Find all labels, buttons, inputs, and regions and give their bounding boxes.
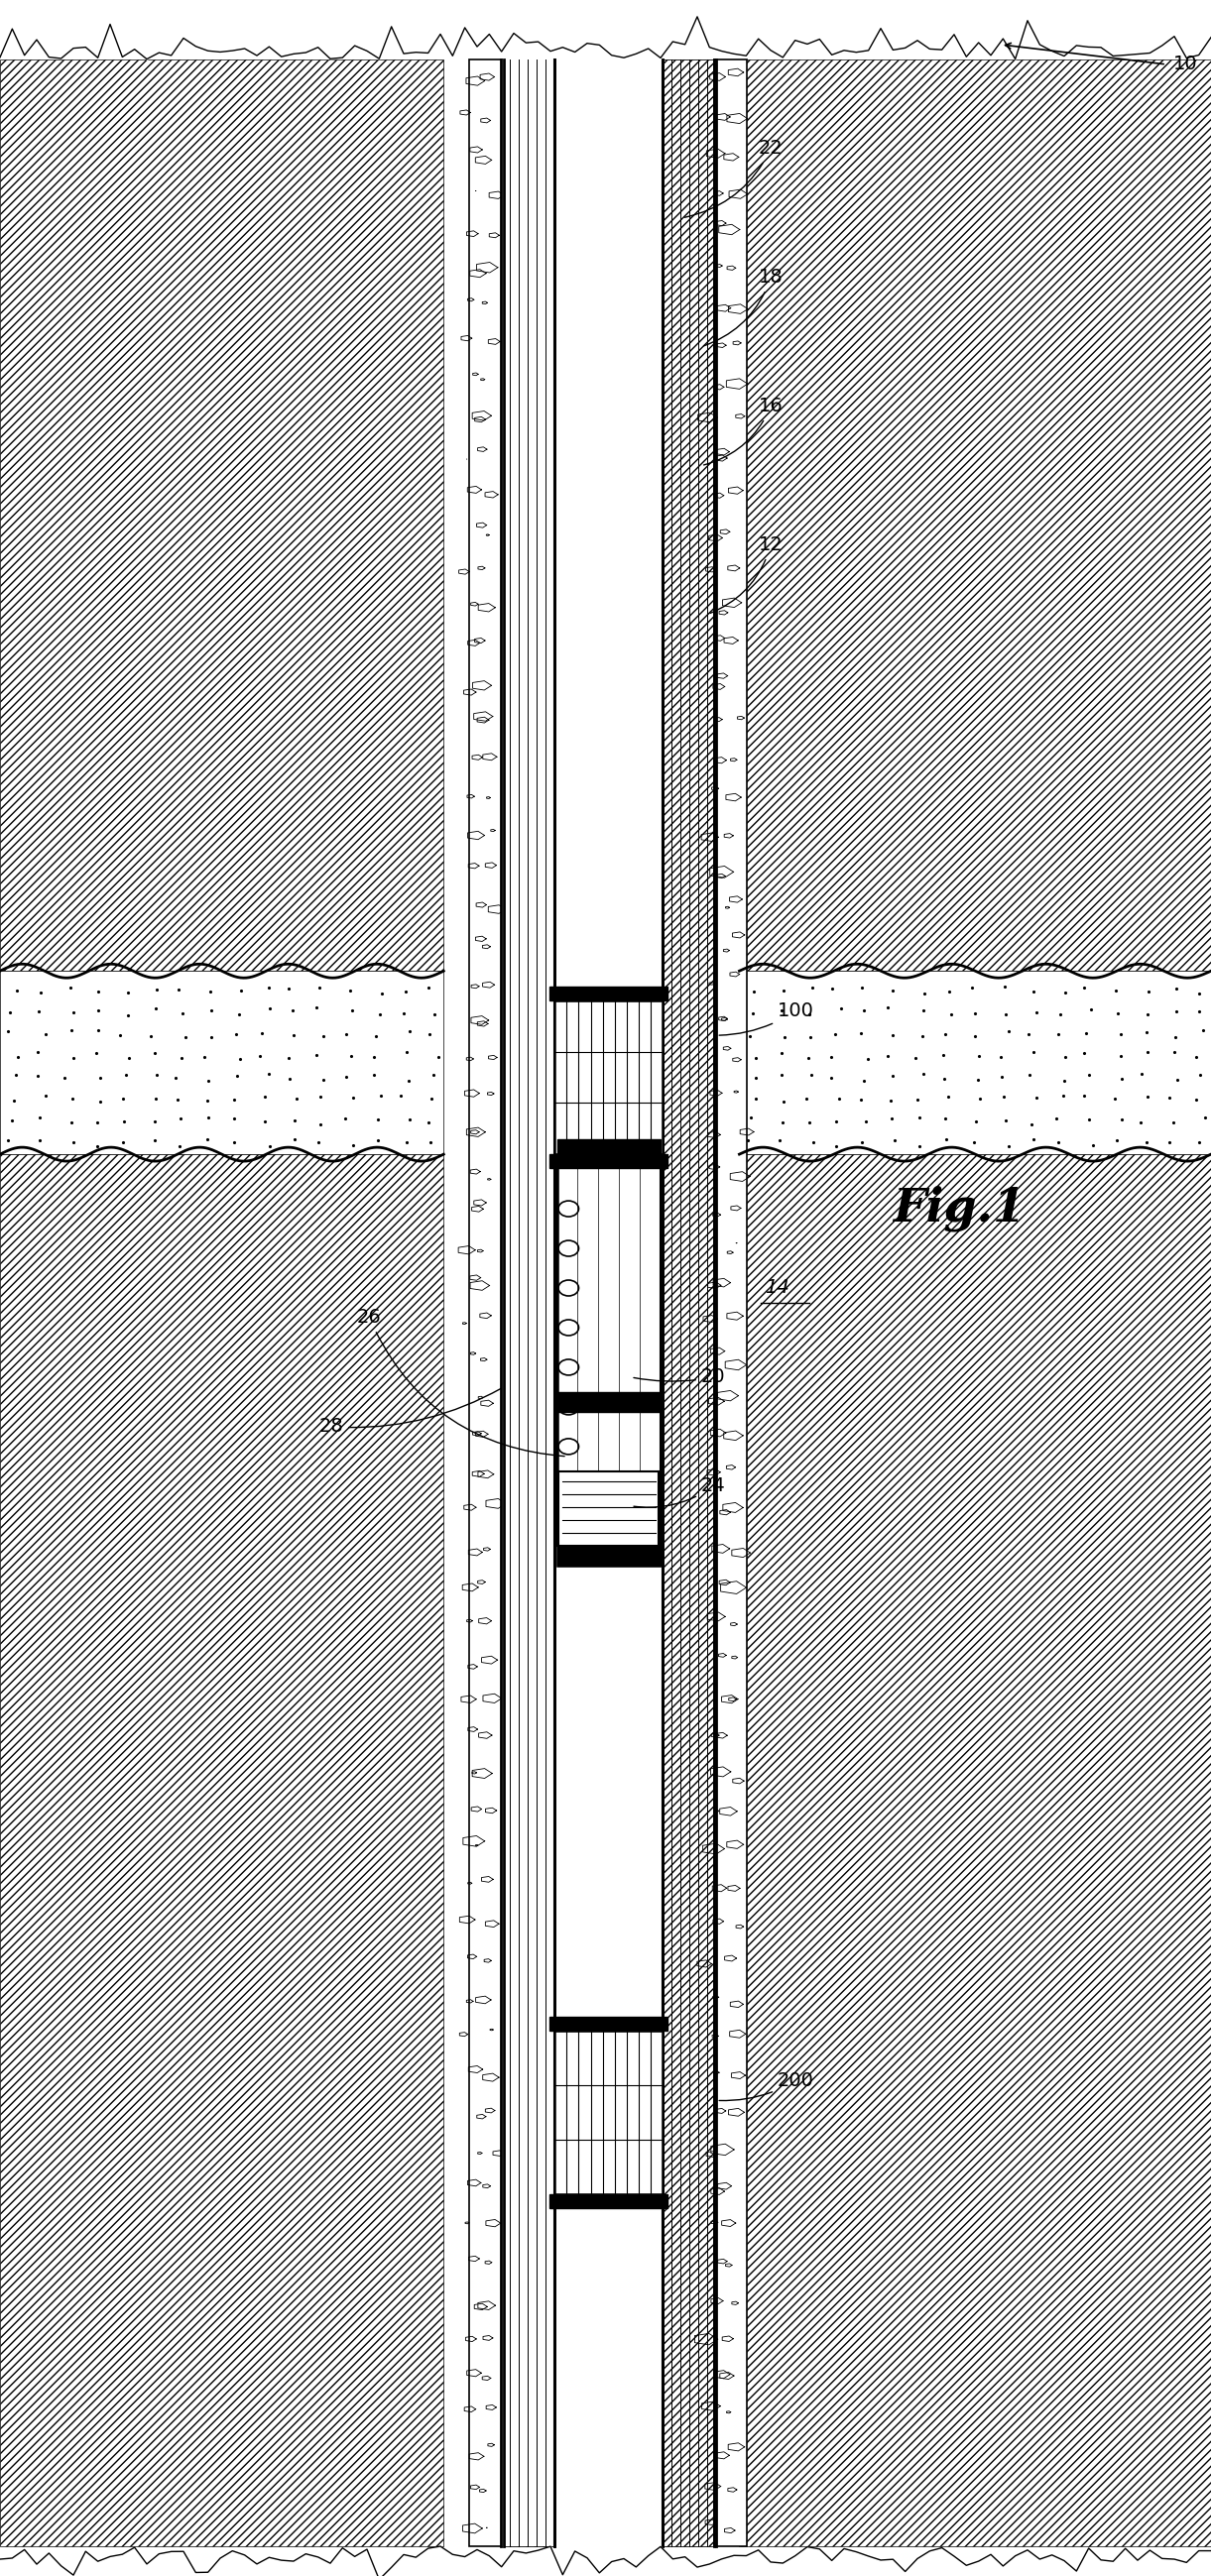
- Bar: [550, 1154, 668, 1167]
- Bar: [740, 1154, 1211, 2545]
- Text: 28: 28: [318, 1388, 501, 1437]
- Bar: [555, 2030, 662, 2195]
- Text: 20: 20: [633, 1368, 725, 1386]
- Text: 18: 18: [704, 268, 784, 345]
- Bar: [0, 59, 443, 971]
- Bar: [662, 59, 713, 2545]
- Bar: [469, 59, 503, 2545]
- Bar: [550, 987, 668, 999]
- Bar: [740, 59, 1211, 971]
- Text: 16: 16: [704, 397, 784, 466]
- Bar: [713, 59, 747, 2545]
- Text: Fig.1: Fig.1: [893, 1185, 1025, 1231]
- Bar: [0, 1154, 443, 2545]
- Bar: [555, 59, 662, 2545]
- Text: 12: 12: [710, 536, 784, 613]
- Bar: [0, 971, 443, 1154]
- Bar: [740, 971, 1211, 1154]
- Text: 100: 100: [719, 1002, 814, 1036]
- Text: 22: 22: [684, 139, 784, 216]
- Text: 200: 200: [719, 2071, 814, 2099]
- Bar: [557, 1139, 660, 1162]
- Bar: [557, 1546, 660, 1566]
- Bar: [557, 1391, 660, 1412]
- Bar: [558, 1471, 659, 1546]
- Bar: [557, 1139, 660, 1566]
- Bar: [501, 59, 555, 2545]
- Text: 10: 10: [1172, 54, 1198, 75]
- Text: 24: 24: [633, 1476, 725, 1507]
- Bar: [550, 2195, 668, 2208]
- Text: 26: 26: [357, 1309, 564, 1455]
- Bar: [550, 2017, 668, 2030]
- Bar: [504, 59, 555, 2545]
- Text: 14: 14: [765, 1278, 790, 1298]
- Bar: [555, 999, 662, 1154]
